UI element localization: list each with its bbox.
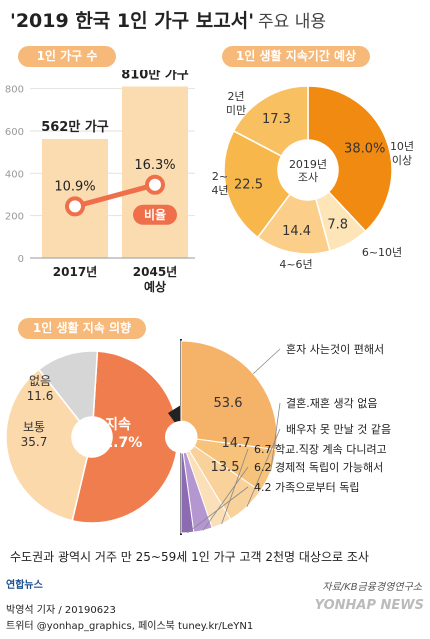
donut-value-3: 22.5	[234, 177, 263, 192]
breakdown-label-3: 6.7 학교.직장 계속 다니려고	[254, 443, 387, 456]
y-tick-label: 400	[5, 169, 24, 180]
breakdown-label-0: 혼자 사는것이 편해서	[286, 342, 384, 356]
intention-label-1: 보통	[23, 420, 45, 434]
page-title: '2019 한국 1인 가구 보고서' 주요 내용	[10, 6, 430, 38]
breakdown-leader-3	[221, 448, 249, 525]
bar-value-label-1: 810만 가구	[121, 70, 189, 82]
donut-value-2: 14.4	[282, 224, 311, 239]
ratio-legend-badge	[133, 204, 177, 225]
ratio-label-0: 10.9%	[54, 179, 95, 194]
donut-label-4: 2년 미만	[226, 90, 246, 117]
panel-label-duration: 1인 생활 지속기간 예상	[222, 46, 370, 67]
x-category-label-1: 2045년 예상	[133, 265, 177, 294]
breakdown-label-5: 4.2 가족으로부터 독립	[254, 481, 359, 494]
donut-label-0: 10년 이상	[390, 140, 414, 167]
ratio-label-1: 16.3%	[134, 158, 175, 173]
donut-label-1: 6~10년	[362, 246, 402, 259]
y-tick-label: 800	[5, 85, 24, 96]
y-tick-label: 600	[5, 127, 24, 138]
donut-value-1: 7.8	[327, 217, 348, 232]
panel-label-households: 1인 가구 수	[18, 46, 116, 67]
ratio-line	[74, 182, 156, 209]
intention-value-1: 35.7	[21, 435, 48, 449]
donut-center-label: 2019년 조사	[289, 158, 327, 184]
watermark: YONHAP NEWS	[314, 598, 424, 613]
breakdown-leader-4	[202, 466, 249, 531]
survey-note: 수도권과 광역시 거주 만 25~59세 1인 가구 고객 2천명 대상으로 조…	[10, 550, 369, 564]
breakdown-hole	[165, 421, 197, 453]
intention-value-2: 11.6	[27, 389, 54, 403]
breakdown-leader-2	[246, 428, 281, 507]
x-category-label-0: 2017년	[53, 265, 97, 279]
breakdown-value-0: 53.6	[214, 396, 243, 411]
donut-value-0: 38.0%	[344, 142, 385, 157]
donut-label-2: 4~6년	[279, 258, 312, 271]
panel-label-intention: 1인 생활 지속 의향	[18, 318, 146, 339]
credit-reporter: 박영석 기자 / 20190623	[6, 605, 116, 616]
breakdown-leader-0	[252, 348, 281, 375]
breakdown-value-2: 13.5	[211, 460, 240, 475]
title-sub: 주요 내용	[258, 12, 327, 32]
credit-social: 트위터 @yonhap_graphics, 페이스북 tuney.kr/LeYN…	[6, 621, 254, 632]
donut-label-3: 2~ 4년	[211, 170, 228, 197]
source-text: 자료/KB금융경영연구소	[322, 582, 422, 593]
donut-hole	[278, 140, 338, 200]
ratio-point-1	[145, 174, 165, 195]
pie-hole	[72, 417, 112, 457]
bar-1	[122, 86, 188, 259]
yonhap-logo: 연합뉴스	[6, 580, 43, 591]
breakdown-label-1: 결혼.재혼 생각 없음	[286, 397, 377, 410]
title-main: '2019 한국 1인 가구 보고서'	[10, 10, 255, 32]
breakdown-label-4: 6.2 경제적 독립이 가능해서	[254, 460, 383, 474]
households-chart: 0 200 400 600 800 562만 가구 2017년 810만 가구 2045년 예상 1…	[5, 70, 195, 294]
bar-value-label-0: 562만 가구	[41, 119, 109, 135]
breakdown-value-1: 14.7	[222, 436, 251, 451]
breakdown-label-2: 배우자 못 만날 것 같음	[286, 423, 391, 436]
breakdown-leader-1	[270, 402, 281, 472]
breakdown-leader-5	[187, 486, 249, 534]
intention-label-0: 지속	[105, 417, 131, 433]
donut-value-4: 17.3	[262, 112, 291, 127]
y-tick-label: 200	[5, 212, 24, 223]
ratio-legend-label: 비율	[144, 207, 166, 222]
intention-label-2: 없음	[29, 374, 51, 388]
ratio-point-0	[65, 196, 85, 217]
y-tick-label: 0	[18, 254, 24, 265]
duration-donut-chart: 38.0% 10년 이상 7.8 6~10년 14.4 4~6년 22.5 2~ 4년 17.3 2년…	[211, 85, 414, 271]
